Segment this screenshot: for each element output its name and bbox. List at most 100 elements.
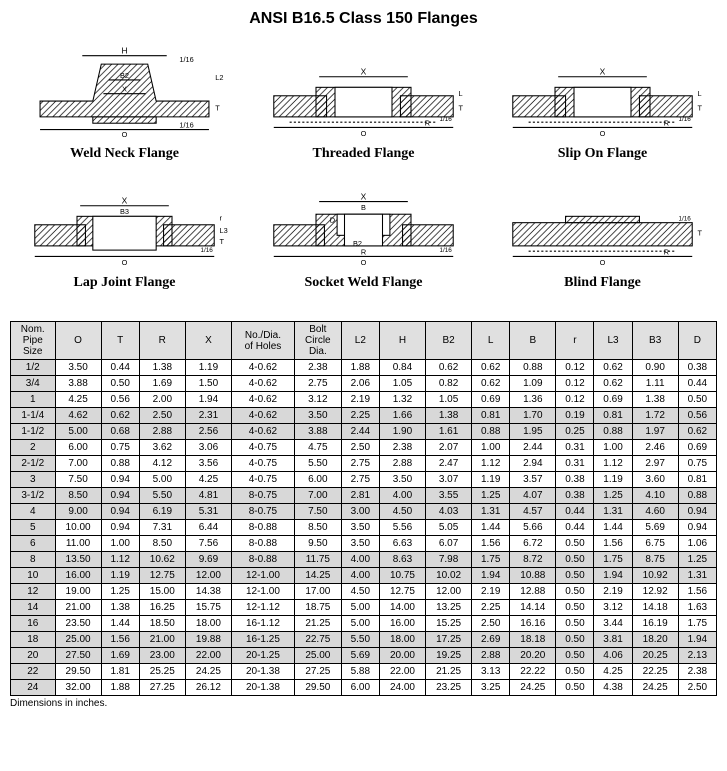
table-cell: 0.82 [426,376,472,392]
footnote: Dimensions in inches. [10,698,717,709]
table-cell: 4.25 [55,392,101,408]
table-cell: 2.50 [678,680,716,696]
table-cell: 20-1.25 [231,648,294,664]
table-row: 2432.001.8827.2526.1220-1.3829.506.0024.… [11,680,717,696]
table-cell: 4-0.62 [231,408,294,424]
table-cell: 2.25 [341,408,379,424]
table-cell: 2.81 [341,488,379,504]
table-cell: 1.95 [510,424,556,440]
table-row: 1623.501.4418.5018.0016-1.1221.255.0016.… [11,616,717,632]
table-cell: 0.62 [678,424,716,440]
table-cell: 3.50 [341,536,379,552]
table-cell: 11.75 [294,552,341,568]
table-cell: 9.50 [294,536,341,552]
table-cell: 3 [11,472,56,488]
svg-text:R: R [664,118,669,127]
table-cell: 0.19 [556,408,594,424]
table-cell: 21.00 [139,632,185,648]
table-cell: 16-1.25 [231,632,294,648]
table-cell: 5.66 [510,520,556,536]
diagram-label: Socket Weld Flange [249,275,478,291]
table-cell: 10.00 [55,520,101,536]
table-cell: 16-1.12 [231,616,294,632]
table-cell: 4 [11,504,56,520]
table-cell: 1.44 [472,520,510,536]
table-cell: 1 [11,392,56,408]
table-cell: 0.50 [556,552,594,568]
table-cell: 0.50 [556,616,594,632]
table-cell: 23.00 [139,648,185,664]
table-cell: 2.13 [678,648,716,664]
table-cell: 8 [11,552,56,568]
table-cell: 8.50 [55,488,101,504]
table-cell: 10.02 [426,568,472,584]
table-cell: 1.88 [341,360,379,376]
table-cell: 8.50 [139,536,185,552]
table-cell: 0.12 [556,360,594,376]
table-cell: 8-0.88 [231,536,294,552]
table-cell: 10.88 [510,568,556,584]
table-cell: 12.88 [510,584,556,600]
table-cell: 0.56 [678,408,716,424]
svg-text:L: L [459,89,463,98]
table-row: 2-1/27.000.884.123.564-0.755.502.752.882… [11,456,717,472]
table-cell: 20.00 [379,648,425,664]
table-cell: 1.88 [101,680,139,696]
table-cell: 0.44 [678,376,716,392]
svg-text:X: X [600,67,606,77]
table-cell: 4.00 [341,552,379,568]
table-cell: 13.50 [55,552,101,568]
table-cell: 14.14 [510,600,556,616]
table-cell: 12.92 [632,584,678,600]
table-cell: 9.69 [185,552,231,568]
table-cell: 18.20 [632,632,678,648]
table-cell: 0.84 [379,360,425,376]
table-cell: 5.00 [55,424,101,440]
table-cell: 18.00 [379,632,425,648]
table-cell: 1.75 [472,552,510,568]
table-cell: 1.97 [632,424,678,440]
table-cell: 14.18 [632,600,678,616]
table-cell: 5.31 [185,504,231,520]
table-cell: 3.50 [341,520,379,536]
table-cell: 0.50 [556,680,594,696]
table-cell: 2.25 [472,600,510,616]
table-cell: 7.98 [426,552,472,568]
table-row: 49.000.946.195.318-0.757.503.004.504.031… [11,504,717,520]
table-cell: 2.38 [294,360,341,376]
table-cell: 2.88 [379,456,425,472]
table-cell: 20.20 [510,648,556,664]
table-row: 2229.501.8125.2524.2520-1.3827.255.8822.… [11,664,717,680]
table-cell: 2.46 [632,440,678,456]
table-cell: 0.44 [556,520,594,536]
diagram-slip-on-flange: X LT O R 1/16 Slip On Flange [488,43,717,162]
table-cell: 11.00 [55,536,101,552]
table-cell: 12.75 [379,584,425,600]
table-cell: 1.72 [632,408,678,424]
table-cell: 1.94 [594,568,632,584]
table-cell: 16.16 [510,616,556,632]
table-cell: 5.88 [341,664,379,680]
table-row: 3-1/28.500.945.504.818-0.757.002.814.003… [11,488,717,504]
table-cell: 4-0.62 [231,360,294,376]
table-cell: 1.32 [379,392,425,408]
table-cell: 0.88 [510,360,556,376]
table-cell: 0.44 [101,360,139,376]
table-cell: 1.44 [594,520,632,536]
table-cell: 1.38 [139,360,185,376]
table-cell: 1.00 [472,440,510,456]
table-cell: 5.69 [341,648,379,664]
table-cell: 3.00 [341,504,379,520]
table-cell: 0.62 [594,376,632,392]
table-cell: 1.31 [472,504,510,520]
table-cell: 1.56 [472,536,510,552]
table-cell: 2.50 [472,616,510,632]
table-cell: 2.94 [510,456,556,472]
table-cell: 1.19 [472,472,510,488]
svg-text:1/16: 1/16 [201,247,214,254]
table-cell: 15.75 [185,600,231,616]
svg-text:T: T [459,104,464,113]
table-cell: 0.50 [101,376,139,392]
table-cell: 3.50 [55,360,101,376]
table-cell: 0.62 [472,360,510,376]
